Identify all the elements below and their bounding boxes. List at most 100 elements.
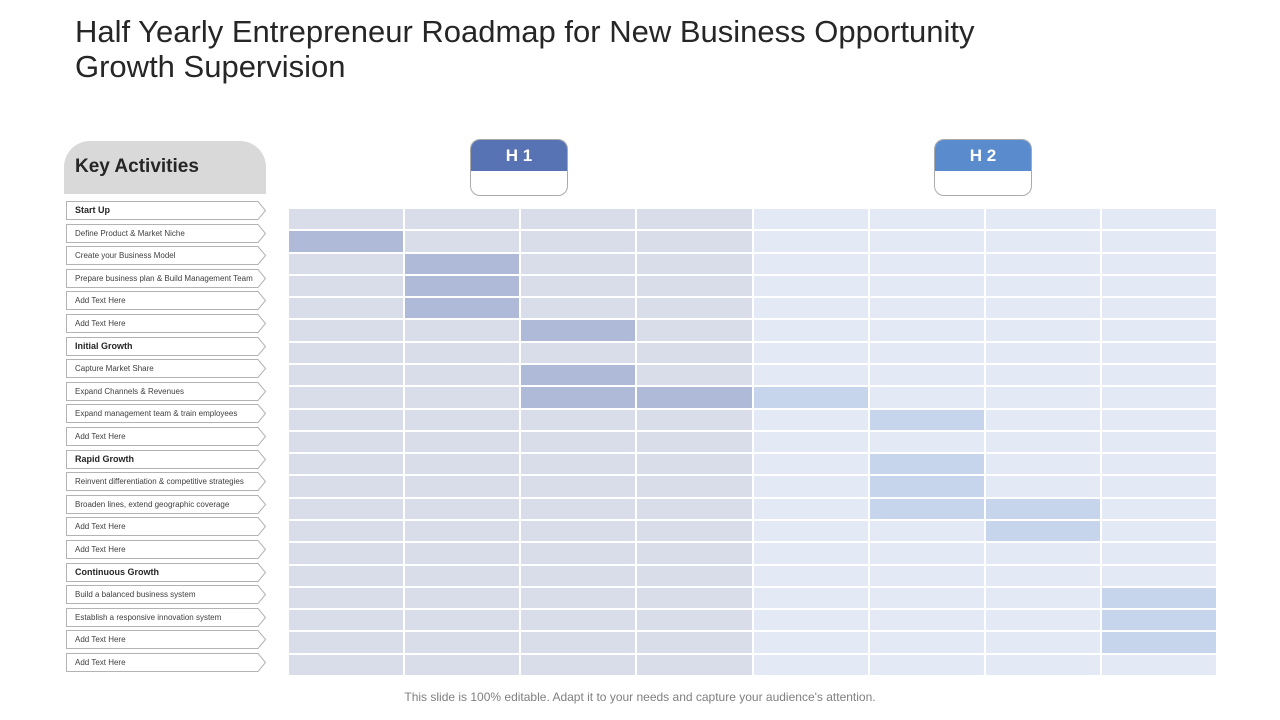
activity-label: Define Product & Market Niche: [75, 228, 185, 238]
activity-label: Add Text Here: [75, 545, 126, 554]
roadmap-bar-cell: [868, 453, 985, 476]
grid-cell: [520, 297, 637, 320]
activity-arrow-shape: [66, 540, 267, 559]
grid-cell: [288, 319, 405, 342]
grid-cell: [404, 319, 521, 342]
grid-cell: [404, 542, 521, 565]
grid-cell: [636, 475, 753, 498]
grid-cell: [404, 564, 521, 587]
grid-cell: [752, 274, 869, 298]
activity-item: Broaden lines, extend geographic coverag…: [66, 494, 267, 514]
activity-label: Broaden lines, extend geographic coverag…: [75, 499, 230, 509]
grid-cell: [1100, 408, 1217, 431]
grid-cell: [1100, 542, 1217, 565]
grid-cell: [868, 252, 985, 275]
grid-cell: [636, 564, 753, 587]
grid-cell: [636, 542, 753, 565]
roadmap-bar-cell: [868, 408, 985, 431]
grid-cell: [868, 430, 985, 454]
grid-cell: [752, 341, 869, 364]
grid-cell: [868, 564, 985, 587]
activity-section: Start Up: [66, 201, 267, 220]
grid-cell: [752, 586, 869, 610]
grid-cell: [520, 475, 637, 498]
grid-cell: [984, 609, 1101, 632]
h2-label: H 2: [935, 140, 1031, 171]
activity-label: Add Text Here: [75, 432, 126, 441]
grid-cell: [752, 408, 869, 431]
grid-cell: [636, 453, 753, 476]
grid-cell: [404, 208, 521, 231]
grid-cell: [1100, 252, 1217, 275]
grid-cell: [984, 252, 1101, 275]
activity-item: Add Text Here: [66, 653, 267, 672]
grid-cell: [752, 653, 869, 676]
grid-cell: [404, 386, 521, 409]
roadmap-grid: [288, 208, 1217, 676]
grid-cell: [288, 453, 405, 476]
activity-arrow-shape: [66, 449, 267, 469]
grid-cell: [752, 252, 869, 275]
grid-cell: [868, 586, 985, 610]
activity-arrow-shape: [66, 562, 267, 582]
grid-cell: [1100, 497, 1217, 520]
activity-arrow-shape: [66, 653, 267, 672]
activity-arrow-shape: [66, 314, 267, 333]
grid-cell: [288, 274, 405, 298]
activity-arrow-shape: [66, 517, 267, 537]
grid-cell: [868, 386, 985, 409]
activity-arrow-shape: [66, 494, 267, 514]
grid-cell: [752, 230, 869, 253]
activity-label: Expand management team & train employees: [75, 409, 238, 419]
activity-item: Establish a responsive innovation system: [66, 607, 267, 627]
grid-cell: [1100, 319, 1217, 342]
roadmap-bar-cell: [404, 252, 521, 275]
grid-cell: [752, 364, 869, 387]
grid-cell: [404, 631, 521, 654]
activity-label: Continuous Growth: [75, 566, 159, 577]
grid-cell: [520, 408, 637, 431]
grid-cell: [288, 430, 405, 454]
grid-cell: [288, 364, 405, 387]
grid-cell: [752, 208, 869, 231]
grid-cell: [984, 208, 1101, 231]
grid-cell: [752, 430, 869, 454]
grid-cell: [636, 297, 753, 320]
grid-cell: [404, 408, 521, 431]
grid-cell: [288, 609, 405, 632]
grid-cell: [520, 453, 637, 476]
roadmap-bar-cell: [520, 319, 637, 342]
grid-cell: [984, 586, 1101, 610]
grid-cell: [520, 609, 637, 632]
activity-label: Prepare business plan & Build Management…: [75, 273, 253, 283]
grid-cell: [752, 497, 869, 520]
grid-cell: [404, 586, 521, 610]
roadmap-bar-cell: [752, 386, 869, 409]
grid-cell: [1100, 230, 1217, 253]
grid-cell: [288, 520, 405, 543]
activity-arrow-shape: [66, 223, 267, 243]
grid-cell: [752, 319, 869, 342]
grid-cell: [1100, 297, 1217, 320]
grid-cell: [752, 297, 869, 320]
slide-title: Half Yearly Entrepreneur Roadmap for New…: [75, 14, 975, 84]
grid-cell: [288, 653, 405, 676]
grid-cell: [520, 274, 637, 298]
activity-item: Capture Market Share: [66, 359, 267, 379]
grid-cell: [984, 653, 1101, 676]
activity-label: Add Text Here: [75, 635, 126, 645]
grid-cell: [404, 497, 521, 520]
grid-cell: [404, 653, 521, 676]
activity-item: Define Product & Market Niche: [66, 223, 267, 243]
grid-cell: [636, 341, 753, 364]
grid-cell: [520, 208, 637, 231]
grid-cell: [752, 564, 869, 587]
activity-section: Initial Growth: [66, 336, 267, 356]
roadmap-bar-cell: [1100, 631, 1217, 654]
grid-cell: [1100, 274, 1217, 298]
grid-cell: [984, 341, 1101, 364]
h1-label: H 1: [471, 140, 567, 171]
grid-cell: [288, 564, 405, 587]
activity-arrow-shape: [66, 427, 267, 446]
grid-cell: [752, 631, 869, 654]
